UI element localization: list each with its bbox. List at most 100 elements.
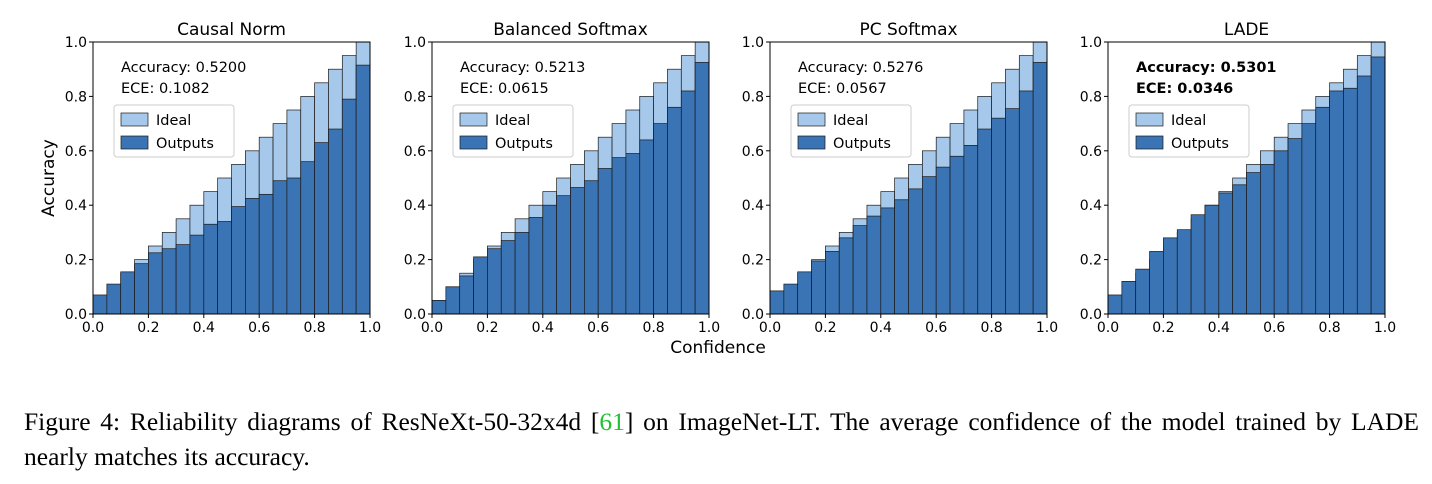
metric-annotation: ECE: 0.0346 xyxy=(1136,81,1233,97)
caption-prefix: Figure 4: Reliability diagrams of ResNeX… xyxy=(24,407,600,436)
x-tick-label: 0.8 xyxy=(980,320,1002,336)
y-tick-label: 0.2 xyxy=(1080,253,1102,269)
outputs-bar xyxy=(935,166,951,315)
outputs-bar xyxy=(272,180,288,315)
outputs-bar xyxy=(1343,87,1358,315)
metric-annotation: Accuracy: 0.5200 xyxy=(121,60,246,76)
outputs-bar xyxy=(542,204,557,315)
y-tick-label: 0.0 xyxy=(404,307,426,323)
outputs-bar xyxy=(355,64,371,315)
legend-swatch xyxy=(459,135,488,150)
outputs-bar xyxy=(769,290,785,315)
y-tick-label: 0.2 xyxy=(65,253,87,269)
y-tick-label: 0.4 xyxy=(65,198,87,214)
outputs-bar xyxy=(514,232,530,315)
outputs-bar xyxy=(258,193,274,315)
outputs-bar xyxy=(694,62,710,315)
shared-y-axis-label: Accuracy xyxy=(39,139,59,217)
outputs-bar xyxy=(175,244,191,315)
legend-label: Ideal xyxy=(833,113,868,129)
legend-swatch xyxy=(120,135,149,150)
chart-title: Causal Norm xyxy=(177,20,286,40)
legend-label: Outputs xyxy=(833,136,891,152)
y-tick-label: 1.0 xyxy=(65,35,87,51)
y-tick-label: 0.8 xyxy=(65,89,87,105)
outputs-bar xyxy=(1315,106,1330,315)
outputs-bar xyxy=(977,128,992,315)
x-tick-label: 0.2 xyxy=(1152,320,1174,336)
y-tick-label: 0.4 xyxy=(742,198,764,214)
y-tick-label: 1.0 xyxy=(1080,35,1102,51)
x-tick-label: 0.8 xyxy=(1318,320,1340,336)
x-tick-label: 0.8 xyxy=(642,320,664,336)
chart-panel-3: PC Softmax 0.0 0.2 0.4 0.6 0.8 1.0 0.0 0.2 0.4 0.6… xyxy=(742,20,1058,336)
outputs-bar xyxy=(1204,204,1220,315)
axes-frame xyxy=(769,41,1048,315)
x-tick-label: 0.0 xyxy=(759,320,781,336)
chart-title: LADE xyxy=(1224,20,1269,40)
y-tick-label: 1.0 xyxy=(742,35,764,51)
y-tick-label: 0.6 xyxy=(65,144,87,160)
x-tick-label: 0.6 xyxy=(587,320,609,336)
shared-x-axis-label: Confidence xyxy=(670,338,766,358)
y-tick-label: 0.2 xyxy=(742,253,764,269)
x-tick-label: 1.0 xyxy=(1374,320,1396,336)
outputs-bar xyxy=(487,248,502,315)
y-tick-label: 0.6 xyxy=(404,144,426,160)
outputs-bar xyxy=(500,240,516,315)
metric-annotation: ECE: 0.1082 xyxy=(121,81,210,97)
x-tick-label: 0.2 xyxy=(814,320,836,336)
outputs-bar xyxy=(1370,56,1386,315)
chart-panel-4: LADE 0.0 0.2 0.4 0.6 0.8 1.0 0.0 0.2 0.4 0.6 0.8 1.0… xyxy=(1080,20,1396,336)
outputs-bar xyxy=(1190,214,1206,315)
outputs-bar xyxy=(570,187,585,315)
outputs-bar xyxy=(445,286,461,315)
outputs-bar xyxy=(680,90,696,315)
outputs-bar xyxy=(431,300,447,315)
legend-swatch xyxy=(459,112,488,127)
outputs-bar xyxy=(1018,90,1034,315)
outputs-bar xyxy=(189,234,205,315)
outputs-bar xyxy=(1163,237,1178,315)
x-tick-label: 0.4 xyxy=(532,320,554,336)
x-tick-label: 0.4 xyxy=(1208,320,1230,336)
outputs-bar xyxy=(597,168,613,315)
outputs-bar xyxy=(639,139,654,315)
outputs-bar xyxy=(106,283,122,315)
caption-reference-link[interactable]: 61 xyxy=(599,407,625,436)
outputs-bar xyxy=(1246,172,1261,315)
chart-panel-2: Balanced Softmax 0.0 0.2 0.4 0.6 0.8 1.0 0.0 0.2… xyxy=(404,20,720,336)
outputs-bar xyxy=(231,206,246,315)
legend-swatch xyxy=(120,112,149,127)
chart-title: PC Softmax xyxy=(859,20,957,40)
outputs-bar xyxy=(148,252,163,315)
outputs-bar xyxy=(300,161,315,315)
y-tick-label: 0.0 xyxy=(65,307,87,323)
outputs-bar xyxy=(459,275,474,315)
outputs-bar xyxy=(921,176,937,315)
outputs-bar xyxy=(120,271,135,315)
x-tick-label: 0.0 xyxy=(1097,320,1119,336)
outputs-bar xyxy=(963,145,979,315)
outputs-bar xyxy=(949,155,965,315)
outputs-bar xyxy=(653,123,668,315)
x-tick-label: 0.2 xyxy=(476,320,498,336)
metric-annotation: ECE: 0.0615 xyxy=(460,81,549,97)
legend-label: Outputs xyxy=(495,136,553,152)
outputs-bar xyxy=(1301,123,1317,315)
outputs-bar xyxy=(528,217,544,315)
legend-label: Outputs xyxy=(1171,136,1229,152)
y-tick-label: 0.4 xyxy=(404,198,426,214)
x-tick-label: 0.4 xyxy=(870,320,892,336)
outputs-bar xyxy=(314,142,329,315)
outputs-bar xyxy=(134,263,149,315)
outputs-bar xyxy=(1287,138,1303,315)
legend-label: Ideal xyxy=(1171,113,1206,129)
outputs-bar xyxy=(328,128,343,315)
y-tick-label: 0.2 xyxy=(404,253,426,269)
outputs-bar xyxy=(838,237,854,315)
chart-panel-1: Causal Norm 0.0 0.2 0.4 0.6 0.8 1.0 0.0 0.2 0.4 0.… xyxy=(65,20,381,336)
outputs-bar xyxy=(583,180,599,315)
x-tick-label: 0.6 xyxy=(1263,320,1285,336)
x-tick-label: 0.8 xyxy=(303,320,325,336)
